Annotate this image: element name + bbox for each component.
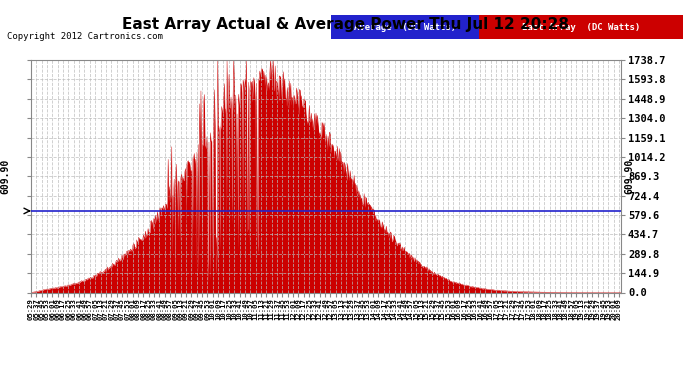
Text: 609.90: 609.90: [624, 159, 634, 194]
Text: Copyright 2012 Cartronics.com: Copyright 2012 Cartronics.com: [7, 32, 163, 41]
Text: East Array Actual & Average Power Thu Jul 12 20:28: East Array Actual & Average Power Thu Ju…: [121, 17, 569, 32]
Bar: [479, 15, 683, 39]
Text: East Array  (DC Watts): East Array (DC Watts): [522, 22, 640, 32]
Bar: [331, 15, 479, 39]
Text: 609.90: 609.90: [1, 159, 10, 194]
Text: Average  (DC Watts): Average (DC Watts): [354, 22, 456, 32]
